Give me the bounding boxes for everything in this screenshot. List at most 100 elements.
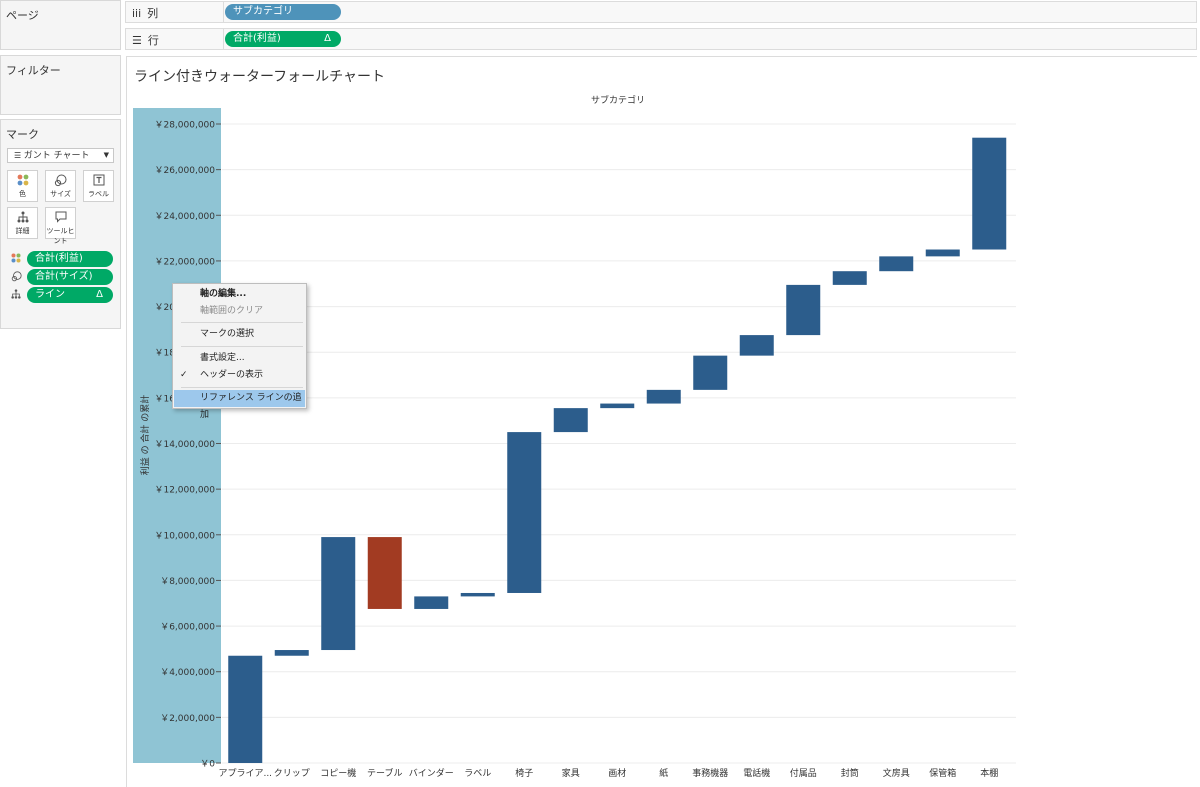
mark-detail-label: 詳細 [15,227,30,235]
gridlines [222,123,1016,764]
waterfall-bar[interactable] [786,284,821,336]
delta-icon: Δ [96,289,103,300]
x-tick-label[interactable]: 封筒 [841,767,859,779]
gantt-icon: ☰ [14,151,24,160]
waterfall-bar[interactable] [600,403,635,409]
waterfall-bar[interactable] [972,137,1007,250]
waterfall-bar[interactable] [739,335,774,356]
waterfall-bar[interactable] [925,249,960,257]
columns-pill-label: サブカテゴリ [233,6,293,17]
y-tick-label: ￥26,000,000 [154,166,215,176]
waterfall-bar[interactable] [321,537,356,651]
waterfall-bar[interactable] [507,432,542,593]
menu-item-select-marks[interactable]: マークの選択 [200,329,255,339]
menu-item-format[interactable]: 書式設定... [200,353,245,363]
columns-shelf-label: iii 列 [132,7,159,20]
color-icon [11,253,21,266]
waterfall-bar[interactable] [228,655,263,763]
rows-pill[interactable]: 合計(利益) Δ [225,31,341,47]
mark-pill-size-field[interactable]: 合計(サイズ) [27,269,113,285]
view-border [126,56,1197,787]
waterfall-bar[interactable] [646,389,681,404]
checkmark-icon: ✓ [180,370,188,380]
waterfall-bar[interactable] [879,256,914,272]
mark-color-label: 色 [19,190,26,198]
waterfall-bar[interactable] [693,355,728,390]
menu-item-show-header[interactable]: ✓ ヘッダーの表示 [174,367,305,384]
tooltip-icon [46,211,75,225]
y-axis-highlight[interactable] [133,108,221,763]
waterfall-bar[interactable] [460,592,495,597]
waterfall-bar[interactable] [274,650,309,656]
x-tick-label[interactable]: 電話機 [743,767,770,779]
y-axis-label: 利益 の 合計 の累計 [139,395,151,476]
menu-separator [181,346,303,347]
mark-detail-button[interactable]: 詳細 [7,207,38,239]
x-tick-label[interactable]: バインダー [409,767,454,779]
x-tick-label[interactable]: 文房具 [883,767,910,779]
mark-size-label: サイズ [50,190,71,198]
mark-type-dropdown[interactable]: ☰ ガント チャート ▼ [7,148,114,163]
mark-pill-detail-field[interactable]: ライン Δ [27,287,113,303]
columns-shelf[interactable]: iii 列 サブカテゴリ [125,1,1197,23]
menu-item-clear-axis-range: 軸範囲のクリア [200,306,264,316]
pages-shelf[interactable]: ページ [0,0,121,50]
x-tick-label[interactable]: 椅子 [515,767,533,779]
x-tick-label[interactable]: テーブル [367,767,402,779]
axis-context-menu: 軸の編集... 軸範囲のクリア マークの選択 書式設定... ✓ ヘッダーの表示… [172,283,307,420]
rows-shelf[interactable]: ☰ 行 合計(利益) Δ [125,28,1197,50]
y-tick-label: ￥10,000,000 [154,531,215,541]
color-icon [8,174,37,188]
mark-pill-size[interactable]: 合計(サイズ) [11,269,115,285]
x-axis-ticks: アプライア... クリップ コピー機 テーブル バインダー ラベル 椅子 家具 画材 紙 事務機器 電… [218,767,998,779]
rows-pill-label: 合計(利益) [233,33,281,44]
rows-icon: ☰ [132,34,142,47]
x-tick-label[interactable]: 事務機器 [692,767,728,779]
filters-shelf[interactable]: フィルター [0,55,121,115]
mark-pill-detail[interactable]: ライン Δ [11,287,115,303]
x-tick-label[interactable]: 画材 [608,767,626,779]
y-tick-label: ￥4,000,000 [160,668,215,678]
mark-label-button[interactable]: ラベル [83,170,114,202]
size-icon [46,174,75,188]
x-tick-label[interactable]: 付属品 [790,768,817,779]
size-icon [11,271,22,285]
columns-icon: iii [132,7,142,20]
mark-pill-detail-label: ライン [35,289,65,300]
x-tick-label[interactable]: アプライア... [218,768,272,779]
label-icon [84,174,113,188]
menu-item-edit-axis[interactable]: 軸の編集... [200,289,247,299]
x-tick-label[interactable]: ラベル [464,768,491,779]
mark-pill-color-field[interactable]: 合計(利益) [27,251,113,267]
waterfall-bar[interactable] [553,408,588,433]
x-tick-label[interactable]: 本棚 [980,767,998,779]
mark-tooltip-button[interactable]: ツールヒント [45,207,76,245]
y-tick-label: ￥24,000,000 [154,212,215,222]
x-tick-label[interactable]: 紙 [659,767,668,779]
pages-shelf-title: ページ [6,9,39,22]
x-tick-label[interactable]: 家具 [562,767,580,779]
detail-icon [11,289,21,302]
mark-size-button[interactable]: サイズ [45,170,76,202]
mark-label-label: ラベル [88,190,109,198]
waterfall-bar[interactable] [414,596,449,609]
rows-shelf-label: ☰ 行 [132,34,159,47]
x-tick-label[interactable]: 保管箱 [929,767,956,779]
menu-separator [181,387,303,388]
mark-tooltip-label: ツールヒント [46,227,75,245]
y-tick-label: ￥0 [200,760,215,770]
y-tick-label: ￥8,000,000 [160,577,215,587]
mark-pill-color[interactable]: 合計(利益) [11,251,115,267]
y-axis-ticks: ￥0 ￥2,000,000 ￥4,000,000 ￥6,000,000 ￥8,000,0… [154,121,221,770]
waterfall-bar[interactable] [832,271,867,285]
waterfall-bar[interactable] [367,537,402,609]
mark-color-button[interactable]: 色 [7,170,38,202]
filters-shelf-title: フィルター [6,64,61,77]
menu-item-add-reference-line[interactable]: リファレンス ラインの追加 [174,390,305,420]
x-tick-label[interactable]: クリップ [274,768,310,779]
y-tick-label: ￥28,000,000 [154,121,215,131]
marks-card: マーク ☰ ガント チャート ▼ 色 サイズ ラベル 詳細 ツールヒント [0,119,121,329]
x-tick-label[interactable]: コピー機 [320,767,356,779]
columns-pill[interactable]: サブカテゴリ [225,4,341,20]
